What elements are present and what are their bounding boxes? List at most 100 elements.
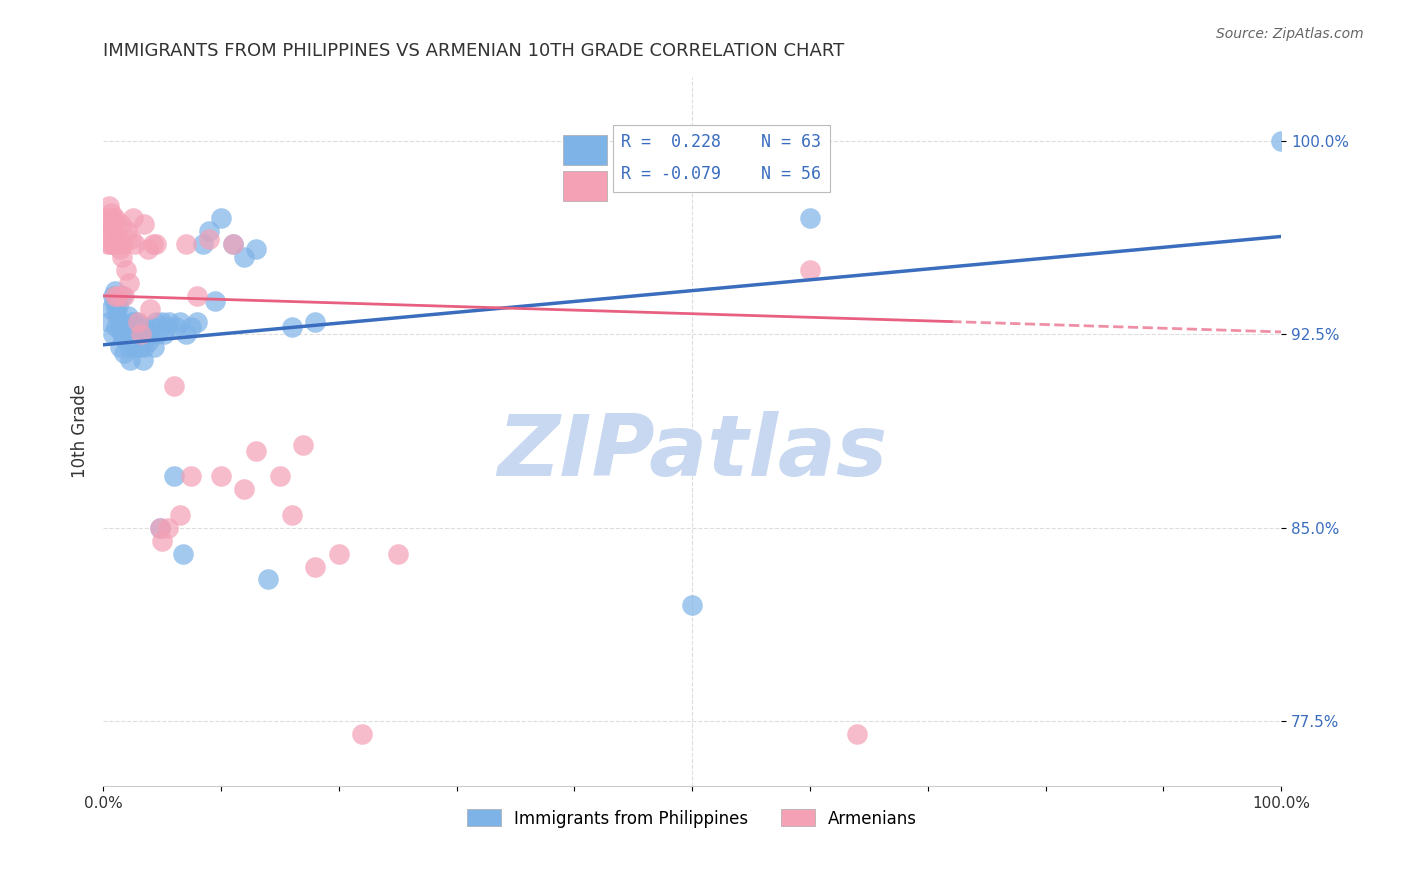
- Point: [107, 289, 129, 303]
- Point: [142, 319, 165, 334]
- Point: [153, 327, 176, 342]
- Text: ZIPatlas: ZIPatlas: [496, 411, 887, 494]
- Point: [846, 727, 869, 741]
- Point: [387, 547, 409, 561]
- Point: [100, 206, 122, 220]
- Point: [103, 293, 125, 308]
- Point: [163, 469, 186, 483]
- Point: [105, 319, 128, 334]
- Point: [100, 224, 122, 238]
- Point: [304, 559, 326, 574]
- Point: [97, 237, 120, 252]
- Point: [149, 521, 172, 535]
- Point: [156, 521, 179, 535]
- Point: [799, 263, 821, 277]
- Point: [115, 224, 138, 238]
- Point: [280, 319, 302, 334]
- Point: [233, 250, 256, 264]
- Point: [134, 217, 156, 231]
- Point: [120, 232, 142, 246]
- Point: [139, 327, 162, 342]
- Point: [328, 547, 350, 561]
- Point: [128, 340, 150, 354]
- Point: [98, 237, 121, 252]
- Point: [108, 243, 131, 257]
- Point: [136, 243, 159, 257]
- Point: [110, 325, 132, 339]
- Point: [105, 301, 128, 316]
- Point: [110, 315, 132, 329]
- Point: [156, 319, 179, 334]
- Point: [186, 289, 208, 303]
- Point: [100, 301, 122, 316]
- Point: [209, 211, 232, 226]
- Point: [124, 340, 146, 354]
- Point: [142, 237, 165, 252]
- Point: [114, 327, 136, 342]
- Point: [98, 315, 121, 329]
- Point: [98, 217, 121, 231]
- Point: [280, 508, 302, 522]
- Point: [112, 237, 135, 252]
- Point: [180, 319, 202, 334]
- Point: [98, 198, 121, 212]
- Point: [117, 310, 139, 324]
- Point: [127, 327, 149, 342]
- Point: [799, 211, 821, 226]
- Point: [169, 508, 191, 522]
- Point: [101, 237, 124, 252]
- Point: [122, 319, 145, 334]
- Point: [222, 237, 245, 252]
- Point: [145, 315, 167, 329]
- Point: [101, 211, 124, 226]
- Point: [165, 319, 187, 334]
- Legend: Immigrants from Philippines, Armenians: Immigrants from Philippines, Armenians: [461, 803, 924, 834]
- Point: [136, 335, 159, 350]
- Point: [121, 315, 143, 329]
- Point: [180, 469, 202, 483]
- Point: [245, 443, 267, 458]
- FancyBboxPatch shape: [562, 171, 607, 201]
- Point: [98, 224, 121, 238]
- Text: IMMIGRANTS FROM PHILIPPINES VS ARMENIAN 10TH GRADE CORRELATION CHART: IMMIGRANTS FROM PHILIPPINES VS ARMENIAN …: [103, 42, 845, 60]
- Point: [112, 289, 135, 303]
- Point: [132, 353, 155, 368]
- Point: [146, 327, 169, 342]
- Point: [134, 340, 156, 354]
- Point: [1270, 134, 1292, 148]
- Point: [145, 237, 167, 252]
- Point: [112, 345, 135, 359]
- Point: [169, 315, 191, 329]
- Point: [292, 438, 315, 452]
- Point: [157, 315, 180, 329]
- Point: [101, 327, 124, 342]
- Point: [108, 340, 131, 354]
- Point: [269, 469, 291, 483]
- Point: [125, 315, 148, 329]
- FancyBboxPatch shape: [562, 136, 607, 165]
- Point: [120, 353, 142, 368]
- Point: [198, 224, 221, 238]
- Point: [135, 319, 157, 334]
- Point: [127, 315, 149, 329]
- Point: [111, 289, 134, 303]
- Point: [172, 547, 194, 561]
- Point: [121, 211, 143, 226]
- Point: [352, 727, 374, 741]
- Point: [105, 224, 128, 238]
- Point: [112, 330, 135, 344]
- Point: [124, 237, 146, 252]
- Point: [103, 232, 125, 246]
- Point: [174, 327, 197, 342]
- Point: [142, 340, 165, 354]
- Text: R =  0.228    N = 63
R = -0.079    N = 56: R = 0.228 N = 63 R = -0.079 N = 56: [621, 133, 821, 184]
- Point: [681, 599, 703, 613]
- Point: [104, 284, 127, 298]
- Point: [163, 379, 186, 393]
- Point: [150, 315, 173, 329]
- Point: [129, 327, 152, 342]
- Point: [104, 211, 127, 226]
- Point: [245, 243, 267, 257]
- Point: [107, 299, 129, 313]
- Text: Source: ZipAtlas.com: Source: ZipAtlas.com: [1216, 27, 1364, 41]
